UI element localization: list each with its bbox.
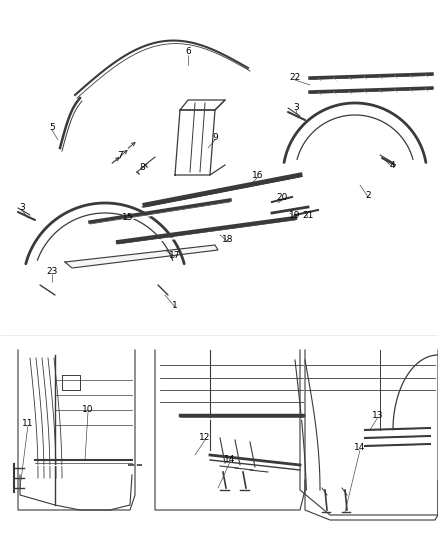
Text: 7: 7 [117,150,123,159]
Text: 3: 3 [19,204,25,213]
Text: 14: 14 [354,443,366,453]
Text: 2: 2 [365,190,371,199]
Text: 16: 16 [252,171,264,180]
Text: 17: 17 [169,251,181,260]
Text: 21: 21 [302,211,314,220]
Text: 18: 18 [222,236,234,245]
Text: 15: 15 [122,214,134,222]
Text: 3: 3 [293,103,299,112]
Text: 14: 14 [224,456,236,464]
Text: 1: 1 [172,301,178,310]
Text: 5: 5 [49,124,55,133]
Text: 13: 13 [372,410,384,419]
Text: 10: 10 [82,406,94,415]
Text: 22: 22 [290,74,300,83]
Text: 6: 6 [185,47,191,56]
Text: 23: 23 [46,268,58,277]
Text: 4: 4 [389,160,395,169]
Polygon shape [65,245,218,268]
Text: 20: 20 [276,193,288,203]
Text: 11: 11 [22,418,34,427]
Text: 12: 12 [199,433,211,442]
Text: 8: 8 [139,164,145,173]
Text: 9: 9 [212,133,218,142]
Text: 19: 19 [289,211,301,220]
